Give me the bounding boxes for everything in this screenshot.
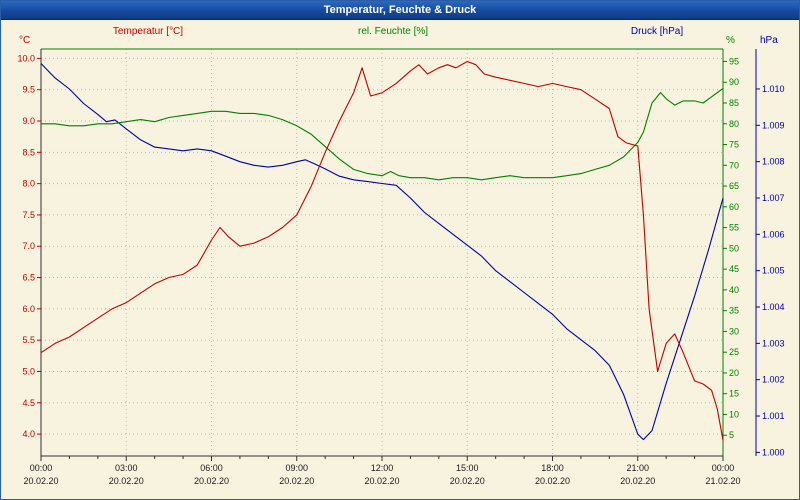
- pressure-tick-label: 1.009: [762, 120, 785, 130]
- pressure-tick-label: 1.007: [762, 193, 785, 203]
- temperature-tick-label: 10.0: [17, 53, 35, 63]
- pressure-tick-label: 1.002: [762, 375, 785, 385]
- humidity-axis-unit: %: [726, 35, 735, 46]
- pressure-tick-label: 1.003: [762, 338, 785, 348]
- pressure-tick-label: 1.008: [762, 157, 785, 167]
- humidity-tick-label: 25: [729, 347, 739, 357]
- x-time-label: 18:00: [541, 463, 564, 473]
- humidity-tick-label: 55: [729, 223, 739, 233]
- x-time-label: 00:00: [30, 463, 53, 473]
- temperature-tick-label: 4.5: [22, 398, 35, 408]
- title-bar[interactable]: Temperatur, Feuchte & Druck: [1, 1, 799, 20]
- pressure-tick-label: 1.001: [762, 411, 785, 421]
- temperature-axis-unit: °C: [19, 35, 31, 46]
- temperature-tick-label: 7.0: [22, 241, 35, 251]
- legend-temperature: Temperatur [°C]: [112, 26, 184, 37]
- pressure-axis-unit: hPa: [760, 35, 778, 46]
- x-date-label: 20.02.20: [109, 476, 144, 486]
- temperature-tick-label: 8.0: [22, 179, 35, 189]
- x-date-label: 20.02.20: [23, 476, 58, 486]
- x-date-label: 20.02.20: [364, 476, 399, 486]
- humidity-tick-label: 90: [729, 77, 739, 87]
- series-humidity: [41, 88, 724, 181]
- temperature-tick-label: 5.5: [22, 335, 35, 345]
- humidity-tick-label: 80: [729, 119, 739, 129]
- humidity-tick-label: 85: [729, 98, 739, 108]
- legend-humidity: rel. Feuchte [%]: [357, 26, 429, 37]
- x-date-label: 20.02.20: [194, 476, 229, 486]
- temperature-tick-label: 8.5: [22, 147, 35, 157]
- humidity-tick-label: 15: [729, 389, 739, 399]
- temperature-tick-label: 5.0: [22, 366, 35, 376]
- humidity-tick-label: 35: [729, 306, 739, 316]
- humidity-tick-label: 20: [729, 368, 739, 378]
- temperature-tick-label: 9.5: [22, 85, 35, 95]
- x-time-label: 03:00: [115, 463, 138, 473]
- humidity-tick-label: 30: [729, 326, 739, 336]
- x-date-label: 20.02.20: [535, 476, 570, 486]
- humidity-tick-label: 95: [729, 56, 739, 66]
- temperature-tick-label: 6.5: [22, 273, 35, 283]
- x-time-label: 00:00: [712, 463, 735, 473]
- pressure-tick-label: 1.006: [762, 229, 785, 239]
- humidity-tick-label: 50: [729, 243, 739, 253]
- humidity-tick-label: 40: [729, 285, 739, 295]
- x-time-label: 21:00: [626, 463, 649, 473]
- temperature-tick-label: 4.0: [22, 429, 35, 439]
- x-time-label: 12:00: [371, 463, 394, 473]
- x-date-label: 20.02.20: [279, 476, 314, 486]
- pressure-tick-label: 1.005: [762, 266, 785, 276]
- temperature-tick-label: 7.5: [22, 210, 35, 220]
- temperature-tick-label: 6.0: [22, 304, 35, 314]
- x-date-label: 20.02.20: [620, 476, 655, 486]
- pressure-tick-label: 1.000: [762, 447, 785, 457]
- x-date-label: 20.02.20: [450, 476, 485, 486]
- humidity-tick-label: 10: [729, 409, 739, 419]
- window-title: Temperatur, Feuchte & Druck: [323, 4, 477, 16]
- humidity-tick-label: 5: [729, 430, 734, 440]
- legend-pressure: Druck [hPa]: [630, 26, 684, 37]
- humidity-tick-label: 75: [729, 140, 739, 150]
- humidity-tick-label: 60: [729, 202, 739, 212]
- temperature-tick-label: 9.0: [22, 116, 35, 126]
- humidity-tick-label: 65: [729, 181, 739, 191]
- x-time-label: 15:00: [456, 463, 479, 473]
- series-temperature: [40, 60, 724, 441]
- x-time-label: 06:00: [200, 463, 223, 473]
- humidity-tick-label: 70: [729, 160, 739, 170]
- humidity-tick-label: 45: [729, 264, 739, 274]
- pressure-tick-label: 1.004: [762, 302, 785, 312]
- pressure-tick-label: 1.010: [762, 84, 785, 94]
- x-date-label: 21.02.20: [705, 476, 740, 486]
- series-pressure: [40, 63, 724, 441]
- x-time-label: 09:00: [285, 463, 308, 473]
